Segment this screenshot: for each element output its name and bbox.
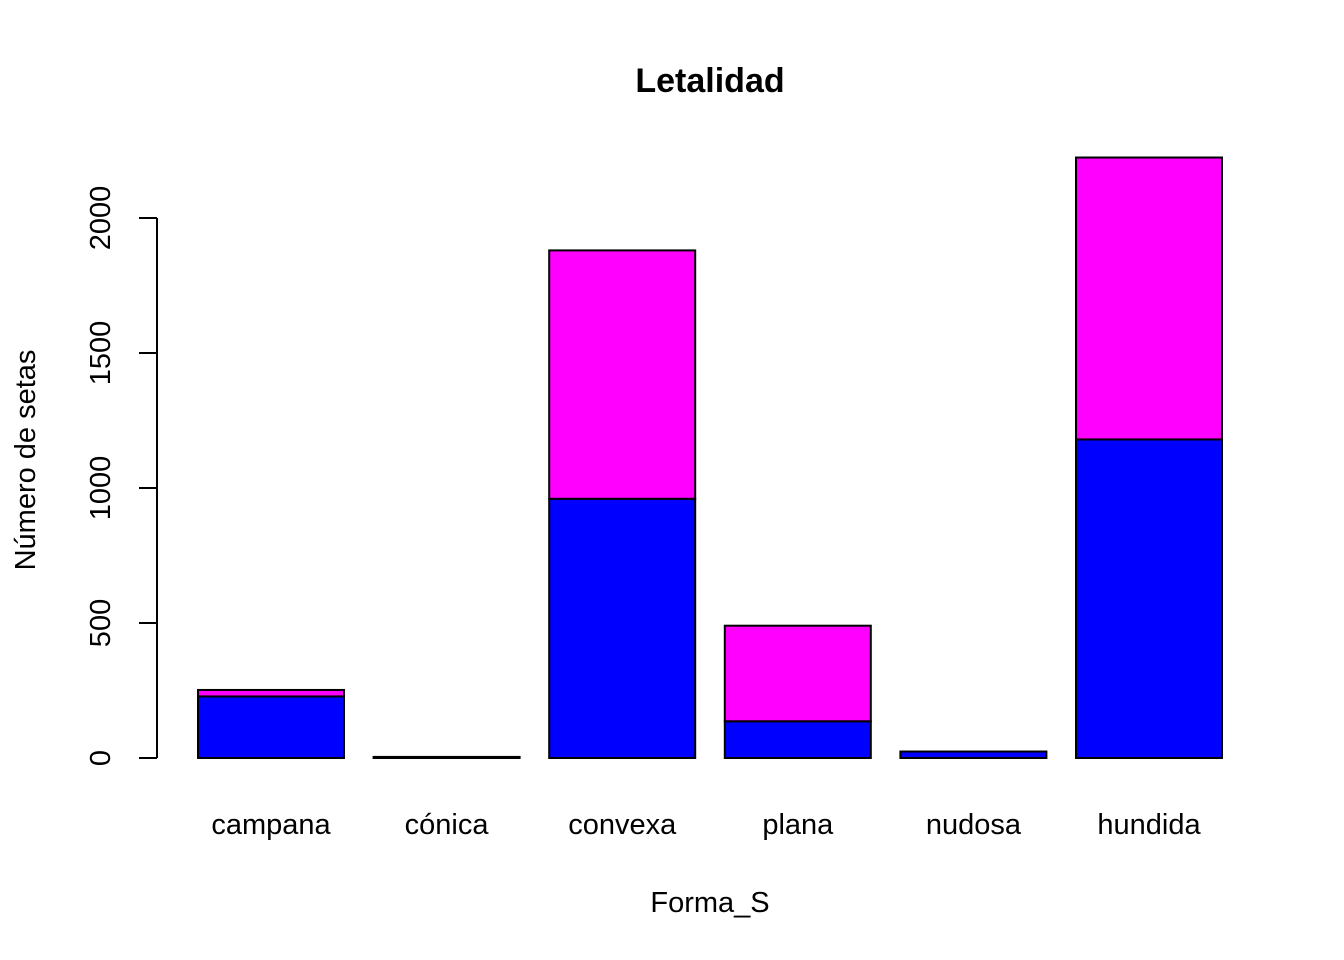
bars-group: [197, 156, 1223, 760]
x-tick-label: nudosa: [926, 809, 1022, 841]
x-tick-labels: campana cónica convexa plana nudosa hundida: [211, 809, 1201, 841]
x-axis-label: Forma_S: [650, 887, 769, 919]
bar-plana-series-2: [723, 624, 872, 723]
bar-cónica-series-2: [372, 755, 521, 759]
bar-campana-series-1: [197, 695, 345, 760]
x-tick-label: cónica: [405, 809, 490, 841]
y-tick-label: 1000: [85, 456, 117, 521]
y-tick-label: 2000: [85, 186, 117, 251]
x-tick-label: hundida: [1097, 809, 1201, 841]
x-tick-label: plana: [762, 809, 834, 841]
bar-campana-series-2: [197, 688, 345, 698]
bar-convexa-series-2: [548, 249, 697, 500]
bar-hundida-series-1: [1075, 438, 1223, 759]
bar-hundida-series-2: [1075, 156, 1223, 441]
bar-plana-series-1: [723, 720, 872, 760]
y-tick-label: 0: [85, 750, 117, 766]
y-axis: 0 500 1000 1500 2000: [85, 186, 158, 766]
chart-title: Letalidad: [635, 62, 784, 100]
y-tick-label: 500: [85, 599, 117, 647]
y-tick-label: 1500: [85, 321, 117, 386]
y-axis-label: Número de setas: [10, 350, 42, 571]
x-tick-label: campana: [211, 809, 331, 841]
bar-nudosa-series-1: [899, 750, 1048, 760]
bar-convexa-series-1: [548, 497, 697, 759]
x-tick-label: convexa: [568, 809, 677, 841]
